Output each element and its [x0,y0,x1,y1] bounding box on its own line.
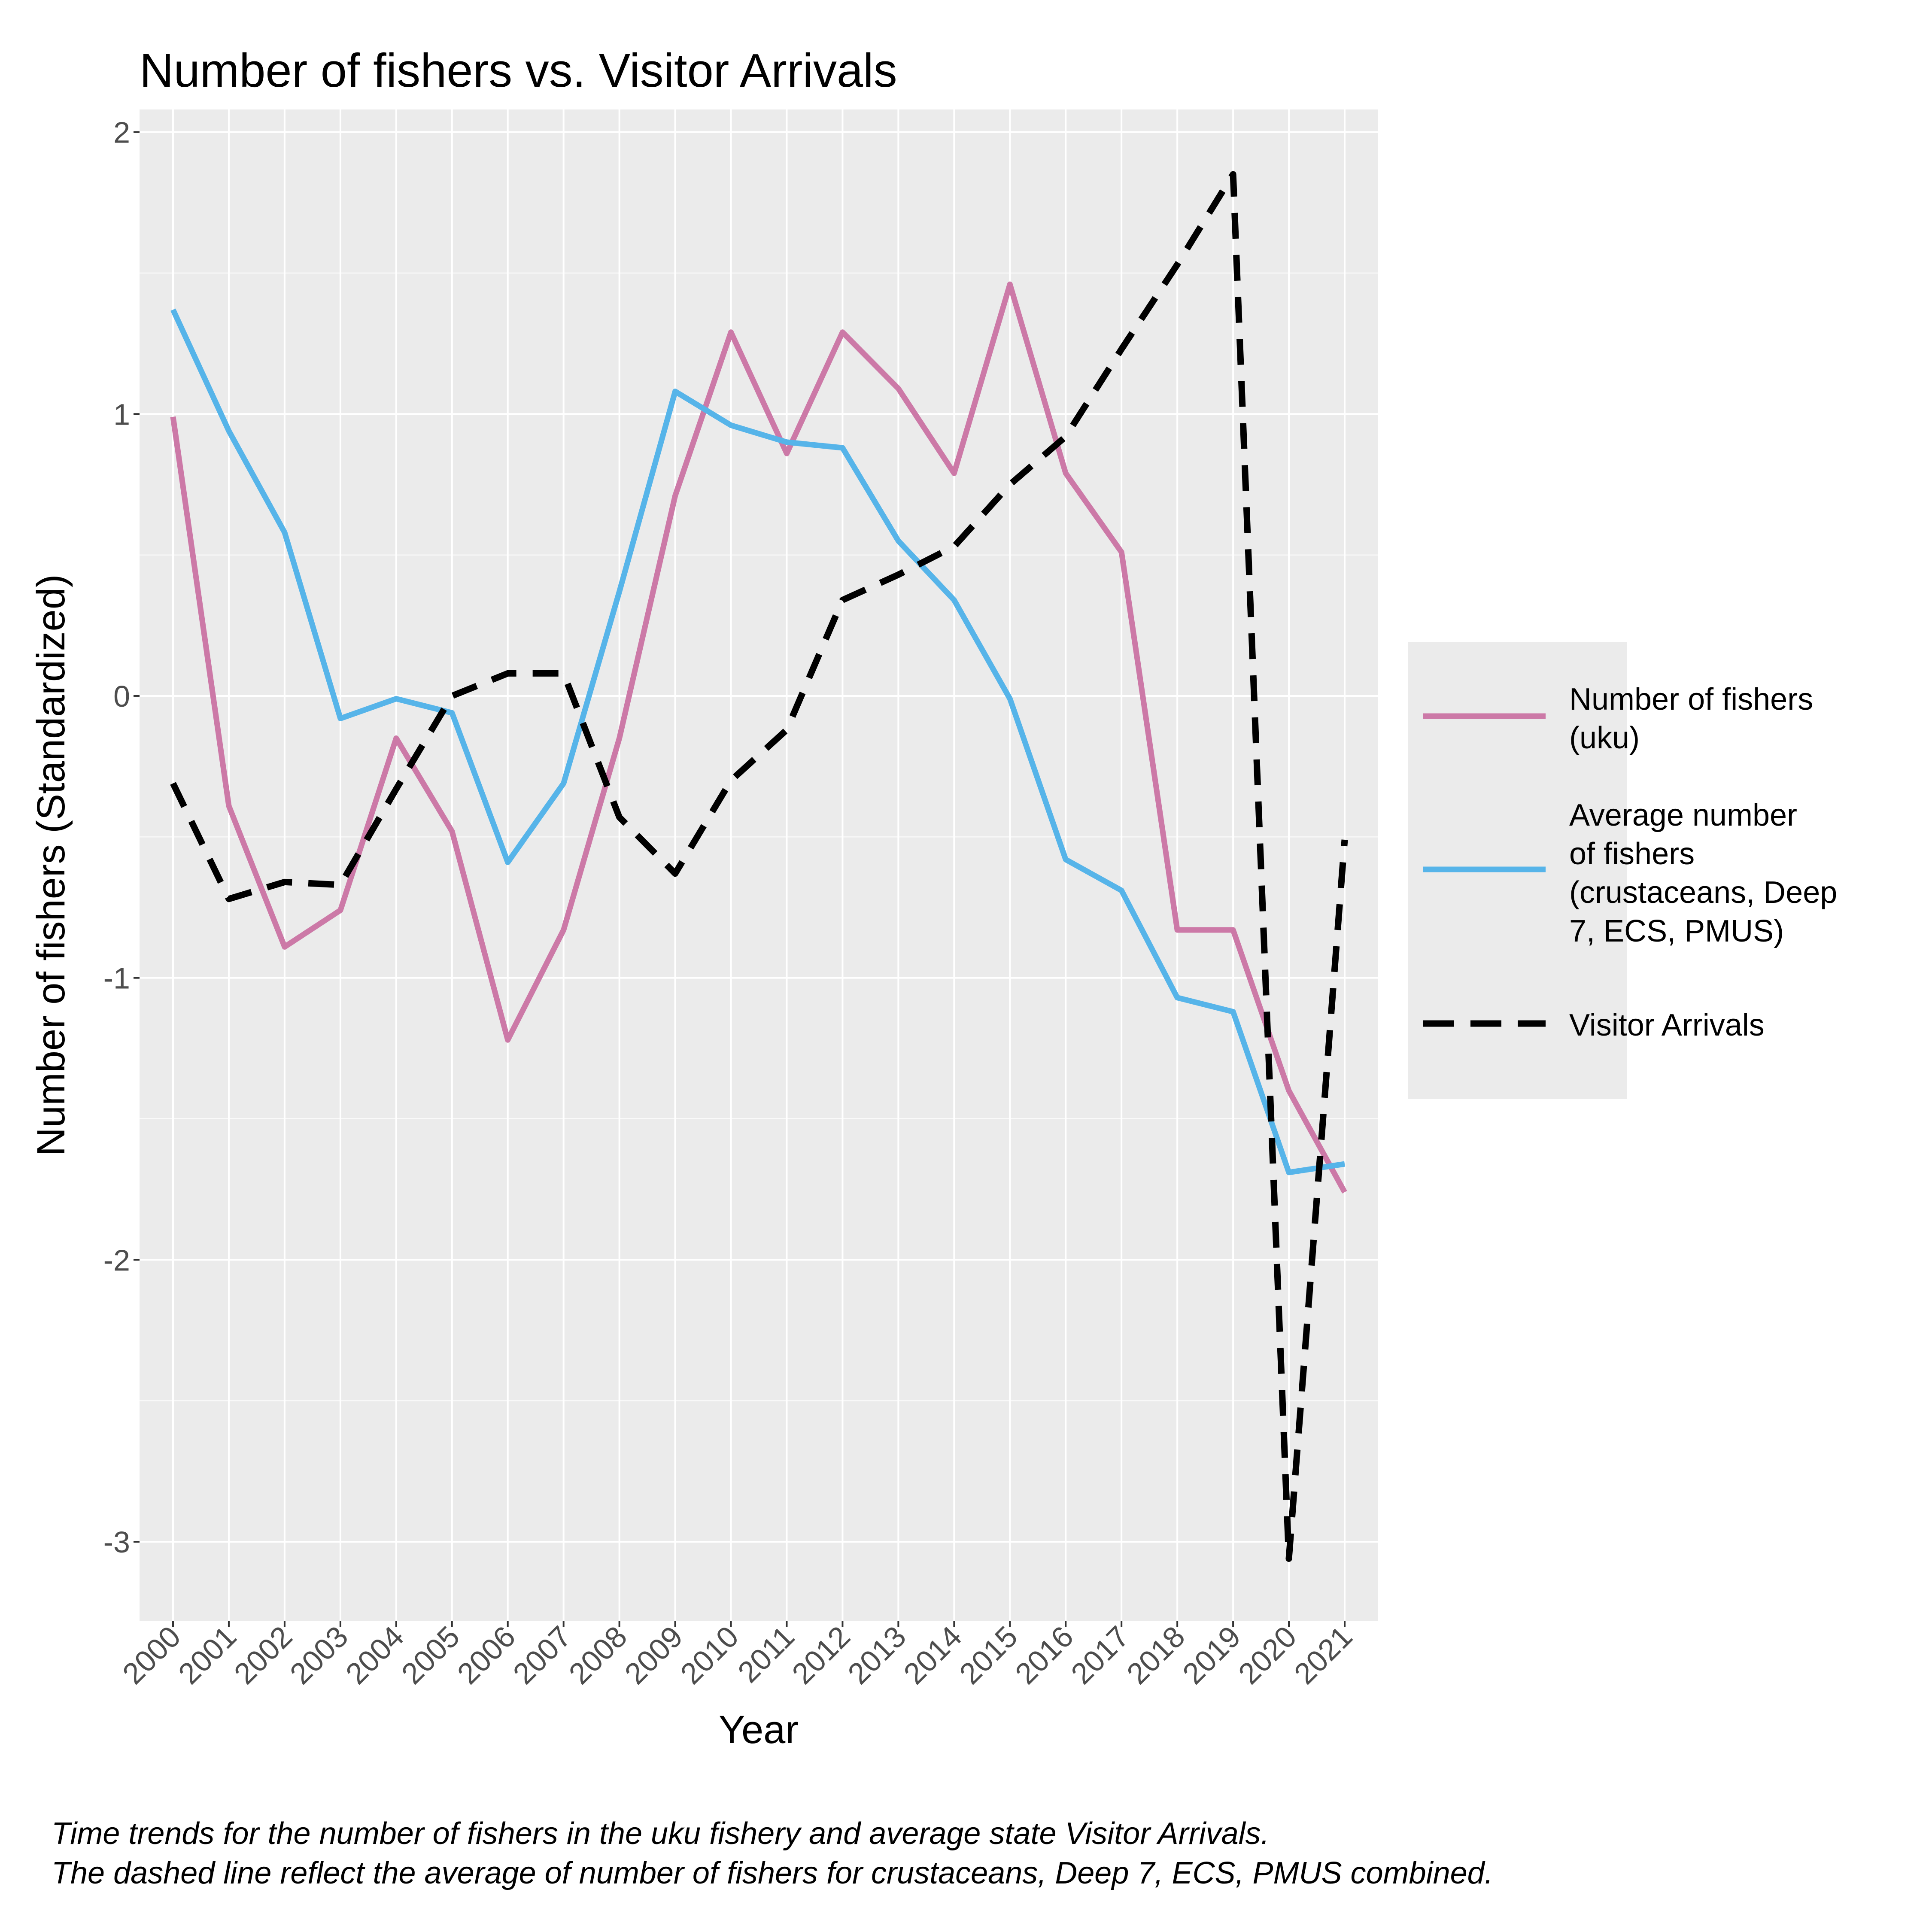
legend-label-2: of fishers [1569,837,1695,871]
legend-label-2: Average number [1569,798,1797,832]
legend-label-1: (uku) [1569,721,1640,755]
plot-panel [140,109,1378,1621]
y-tick-label: -3 [103,1525,130,1559]
y-tick-label: -2 [103,1243,130,1277]
y-tick-label: 0 [113,680,130,713]
y-tick-label: 2 [113,116,130,149]
legend-label-1: Number of fishers [1569,682,1813,717]
chart-title: Number of fishers vs. Visitor Arrivals [140,44,897,97]
y-axis-title: Number of fishers (Standardized) [29,574,73,1156]
legend-label-2: 7, ECS, PMUS) [1569,914,1784,948]
legend-label-3: Visitor Arrivals [1569,1008,1765,1042]
series-line-1 [170,281,1347,1194]
legend: Number of fishers (uku) Average number of f… [1408,642,1837,1099]
y-tick-label: -1 [103,962,130,995]
series-line-2 [170,308,1345,1176]
y-axis: 2 1 0 -1 -2 -3 [103,116,140,1559]
y-tick-label: 1 [113,398,130,431]
series-line-3 [170,171,1348,1562]
caption-line-1: Time trends for the number of fishers in… [52,1817,1270,1851]
caption-line-2: The dashed line reflect the average of n… [52,1856,1493,1890]
x-axis-title: Year [719,1708,799,1752]
major-gridlines [140,109,1378,1621]
series-lines [170,171,1348,1562]
legend-label-2: (crustaceans, Deep [1569,875,1837,910]
